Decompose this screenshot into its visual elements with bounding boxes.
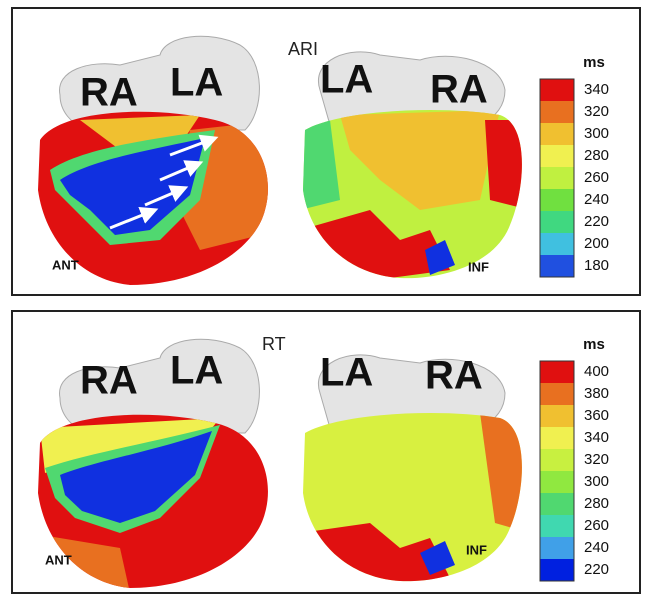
colorbar-swatch — [540, 493, 574, 515]
colorbar-label: 240 — [584, 539, 609, 556]
colorbar-swatch — [540, 233, 574, 255]
colorbar-label: 220 — [584, 213, 609, 230]
colorbar-swatch — [540, 255, 574, 277]
colorbar-frame — [539, 360, 575, 582]
view-label: INF — [468, 259, 489, 274]
colorbar-swatch — [540, 405, 574, 427]
colorbar-label: 300 — [584, 473, 609, 490]
colorbar-label: 340 — [584, 429, 609, 446]
ventricle — [303, 110, 522, 279]
colorbar-swatch — [540, 123, 574, 145]
colorbar-frame — [539, 78, 575, 278]
colorbar-swatch — [540, 537, 574, 559]
colorbar-label: 280 — [584, 147, 609, 164]
atrium-label: LA — [170, 61, 223, 105]
colorbar-label: 280 — [584, 495, 609, 512]
colorbar-swatch — [540, 167, 574, 189]
ventricle — [38, 111, 268, 285]
view-label: INF — [466, 542, 487, 557]
colorbar-swatch — [540, 79, 574, 101]
panel-title: ARI — [288, 39, 318, 59]
colorbar-swatch — [540, 211, 574, 233]
colorbar-label: 360 — [584, 407, 609, 424]
view-label: ANT — [45, 552, 72, 567]
colorbar-label: 320 — [584, 103, 609, 120]
atrium-label: LA — [170, 349, 223, 393]
atrium-label: RA — [80, 359, 138, 403]
panel-border — [11, 7, 641, 296]
colorbar-label: 180 — [584, 257, 609, 274]
colorbar-label: 240 — [584, 191, 609, 208]
colorbar-unit: ms — [583, 336, 605, 353]
colorbar-label: 340 — [584, 81, 609, 98]
view-label: ANT — [52, 257, 79, 272]
colorbar-swatch — [540, 515, 574, 537]
colorbar-swatch — [540, 471, 574, 493]
colorbar-label: 380 — [584, 385, 609, 402]
colorbar-swatch — [540, 383, 574, 405]
atrium-label: LA — [320, 351, 373, 395]
colorbar-unit: ms — [583, 54, 605, 71]
colorbar-swatch — [540, 559, 574, 581]
atrium-label: RA — [425, 354, 483, 398]
colorbar-label: 200 — [584, 235, 609, 252]
colorbar-label: 400 — [584, 363, 609, 380]
colorbar-swatch — [540, 101, 574, 123]
colorbar-label: 260 — [584, 169, 609, 186]
colorbar-label: 300 — [584, 125, 609, 142]
ventricle — [303, 413, 522, 582]
colorbar-swatch — [540, 361, 574, 383]
panel-border — [11, 310, 641, 594]
colorbar-swatch — [540, 427, 574, 449]
colorbar-label: 320 — [584, 451, 609, 468]
atrium-label: RA — [430, 68, 488, 112]
panel: RT RA LA LA RA ANT INF — [11, 310, 641, 594]
atrium-label: LA — [320, 58, 373, 102]
panel: ARI RA LA LA RA ANT INF — [11, 7, 641, 296]
ventricle — [38, 414, 268, 588]
panel-title: RT — [262, 334, 286, 354]
colorbar-swatch — [540, 145, 574, 167]
atrium-label: RA — [80, 71, 138, 115]
arrows — [109, 134, 219, 230]
colorbar-label: 260 — [584, 517, 609, 534]
colorbar-swatch — [540, 189, 574, 211]
colorbar-label: 220 — [584, 561, 609, 578]
colorbar-swatch — [540, 449, 574, 471]
